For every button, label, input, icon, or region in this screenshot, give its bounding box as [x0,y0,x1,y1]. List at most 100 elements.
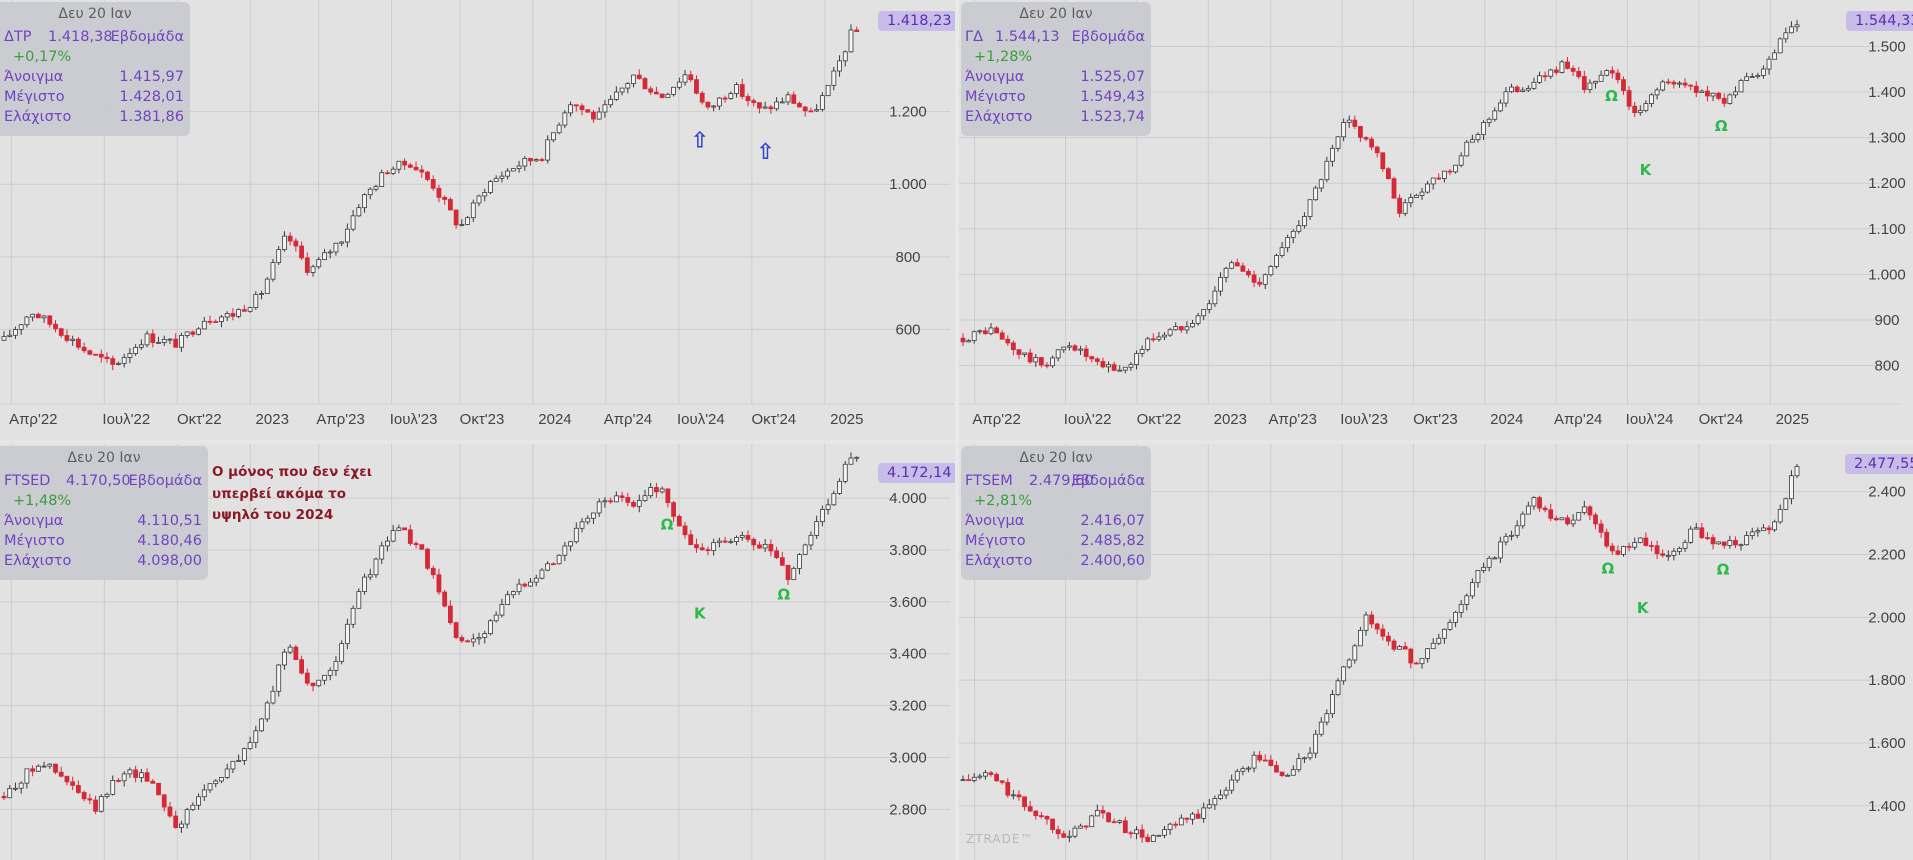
candle-down [93,353,98,356]
candle-up [1402,202,1408,214]
candle-up [196,328,201,335]
candle-down [230,313,236,317]
candle-up [854,456,860,459]
candle-up [322,252,327,260]
candle-down [447,199,453,211]
candle-up [562,112,568,126]
candle-down [1038,357,1044,366]
candle-up [476,195,482,204]
chart-panel-gd[interactable]: 800 900 1.000 1.100 1.200 1.300 1.400 1.500 Απρ'… [959,0,1913,440]
candle-up [30,313,36,318]
candle-up [161,339,167,343]
candle-up [1346,659,1352,668]
candle-down [1537,497,1542,509]
candle-up [728,93,734,99]
candle-down [1660,553,1666,556]
candle-down [1022,796,1027,808]
pattern-mark: Ω [1715,117,1728,135]
candle-up [18,782,24,789]
candle-up [602,500,608,503]
candle-up [1229,779,1235,791]
candle-down [1016,794,1022,798]
candle-up [1497,102,1503,112]
candle-up [476,637,482,640]
candle-down [1705,90,1710,97]
candle-down [999,332,1005,340]
candle-down [1038,815,1044,817]
watermark: ZTRADE™ [966,832,1034,846]
candle-up [236,760,242,762]
y-tick-label: 1.200 [1868,175,1906,192]
candle-down [459,637,465,642]
candlestick-chart[interactable]: 1.400 1.600 1.800 2.000 2.200 2.400 Ω Κ Ω [959,444,1913,860]
candle-up [1660,81,1666,91]
candle-down [682,525,688,536]
candle-up [247,742,253,750]
candle-down [1721,541,1727,546]
candle-down [453,209,459,226]
candle-down [522,583,528,587]
candle-down [30,768,36,772]
candle-up [625,83,631,89]
candle-up [253,293,259,309]
candle-down [1279,771,1285,776]
candle-down [1386,635,1391,642]
candle-up [1761,527,1766,532]
candle-up [505,594,511,605]
candle-up [287,646,293,653]
candle-down [442,196,448,200]
candle-up [1285,774,1291,777]
chart-panel-dtr[interactable]: 600 800 1.000 1.200 Απρ'22 Ιουλ'22 Οκτ'22 2023 Α… [0,0,955,440]
candle-down [1397,197,1403,214]
candle-up [138,344,144,348]
candle-down [1234,262,1240,267]
chart-panel-ftsed[interactable]: 2.800 3.000 3.200 3.400 3.600 3.800 4.000 Ω Κ Ω Δ… [0,444,955,860]
candle-up [636,500,642,507]
info-box: Δευ 20 Ιαν ΓΔ 1.544,13 Εβδομάδα +1,28% Ά… [961,2,1151,136]
candle-up [499,604,505,616]
candle-down [1033,810,1039,816]
candle-up [1744,76,1750,81]
candle-down [591,111,596,120]
candle-down [802,106,808,112]
candle-down [58,328,64,336]
candle-up [1783,32,1789,40]
chart-panel-ftsem[interactable]: 1.400 1.600 1.800 2.000 2.200 2.400 Ω Κ Ω Δευ 20… [959,444,1913,860]
candle-up [728,541,734,544]
candlestick-chart[interactable]: 2.800 3.000 3.200 3.400 3.600 3.800 4.000 Ω Κ Ω [0,444,955,860]
candle-up [545,563,551,571]
candle-down [1565,61,1570,69]
candle-up [373,186,379,190]
candle-up [676,81,682,88]
candle-up [848,457,854,465]
y-tick-label: 1.000 [889,176,927,193]
candle-down [1671,81,1677,85]
x-tick-label: 2025 [830,411,863,428]
candle-up [219,316,224,322]
candle-up [367,188,373,196]
candle-down [213,321,219,323]
candle-up [1430,642,1436,650]
candle-down [293,240,299,247]
candle-down [1721,98,1727,104]
candle-down [1766,527,1772,531]
info-box: Δευ 20 Ιαν FTSEM 2.479,60 Εβδομάδα +2,81… [961,446,1151,580]
candle-up [144,333,150,346]
candle-down [81,346,87,352]
candle-up [573,527,579,543]
symbol-label: ΔΤΡ [4,29,32,45]
candle-up [1150,835,1156,842]
candlestick-chart[interactable]: 800 900 1.000 1.100 1.200 1.300 1.400 1.500 Απρ'… [959,0,1913,440]
candle-up [659,488,665,493]
candle-up [396,160,402,170]
candle-up [470,202,476,219]
candle-up [797,554,802,569]
candle-down [1699,527,1705,538]
candle-down [1733,540,1738,546]
candle-up [488,620,493,635]
change-label: +2,81% [974,493,1033,509]
candle-down [453,622,459,638]
candle-down [110,358,116,365]
info-header-row: FTSED 4.170,50 Εβδομάδα [4,472,202,491]
candle-up [848,29,854,53]
